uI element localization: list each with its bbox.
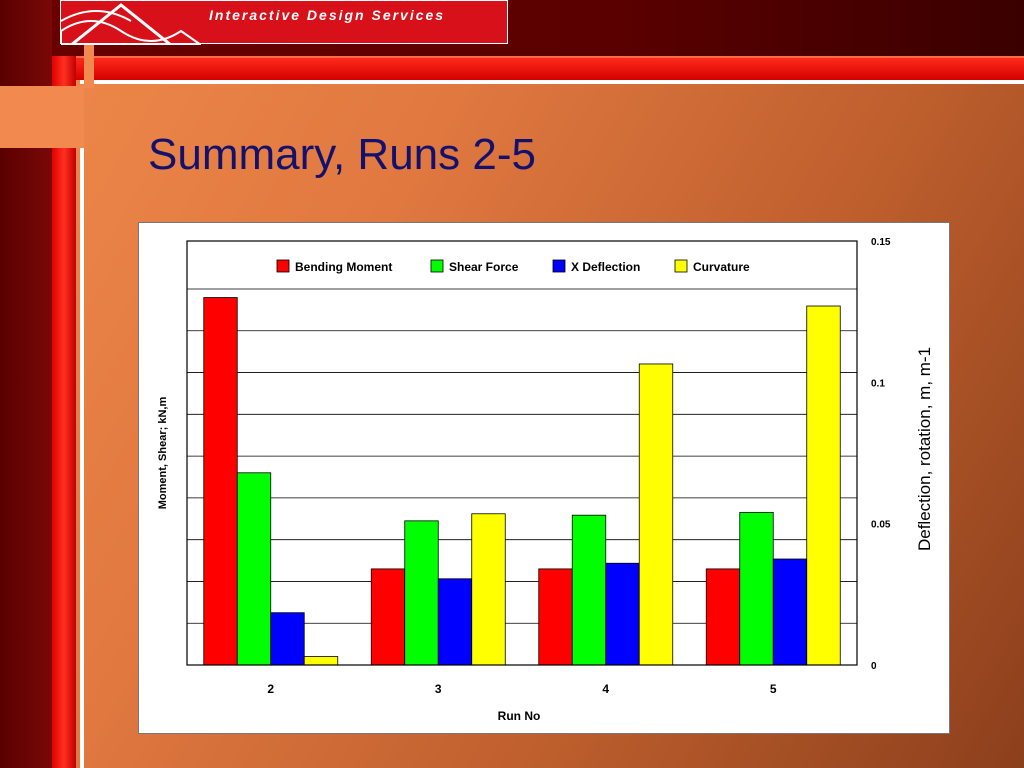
bar-shear-force <box>404 520 439 666</box>
bar-chart: 0 0.05 0.1 0.15 2 3 4 5 Run No Moment, Shear; … <box>157 237 934 723</box>
bar-x-deflection <box>772 558 808 666</box>
legend-swatch <box>674 259 688 273</box>
legend-label: Curvature <box>693 260 750 274</box>
legend: Bending Moment Shear Force X Deflection Cur… <box>276 259 750 274</box>
y2-tick-label: 0 <box>871 661 877 672</box>
bar-bending-moment <box>705 568 741 666</box>
x-tick-label: 4 <box>602 682 609 696</box>
bar-x-deflection <box>605 562 640 666</box>
y-axis-label: Moment, Shear; kN,m <box>157 397 169 510</box>
bar-curvature <box>303 656 339 666</box>
header-banner: Interactive Design Services <box>60 0 508 45</box>
bar-x-deflection <box>270 612 305 666</box>
legend-swatch <box>552 259 566 273</box>
legend-label: Shear Force <box>449 260 519 274</box>
legend-label: X Deflection <box>571 260 640 274</box>
y2-tick-label: 0.1 <box>871 378 885 389</box>
y2-tick-label: 0.05 <box>871 520 891 531</box>
x-axis-label: Run No <box>498 709 541 723</box>
y2-axis-label: Deflection, rotation, m, m-1 <box>915 347 934 551</box>
logo-wave-icon <box>61 3 201 45</box>
plot-area-border <box>186 240 858 666</box>
legend-label: Bending Moment <box>295 260 392 274</box>
peach-accent-tick <box>84 44 94 88</box>
left-white-rule <box>80 148 84 768</box>
bar-shear-force <box>236 472 272 666</box>
bar-x-deflection <box>437 578 473 666</box>
legend-swatch <box>276 259 290 273</box>
top-white-rule <box>80 80 1024 84</box>
y2-tick-label: 0.15 <box>871 237 891 248</box>
x-tick-label: 5 <box>770 682 777 696</box>
banner-title: Interactive Design Services <box>209 7 446 23</box>
bar-curvature <box>471 513 506 666</box>
chart-panel: 0 0.05 0.1 0.15 2 3 4 5 Run No Moment, Shear; … <box>138 222 950 734</box>
left-red-band <box>52 56 76 768</box>
bar-bending-moment <box>538 568 573 666</box>
bar-curvature <box>638 363 674 666</box>
slide-title: Summary, Runs 2-5 <box>148 130 536 179</box>
bar-shear-force <box>571 514 607 666</box>
top-red-band <box>52 56 1024 80</box>
peach-accent-block <box>0 86 84 148</box>
bar-curvature <box>806 305 841 666</box>
x-tick-label: 3 <box>435 682 442 696</box>
bar-shear-force <box>739 511 774 666</box>
bar-bending-moment <box>370 568 406 666</box>
legend-swatch <box>430 259 444 273</box>
x-tick-label: 2 <box>267 682 274 696</box>
bar-bending-moment <box>203 297 238 666</box>
